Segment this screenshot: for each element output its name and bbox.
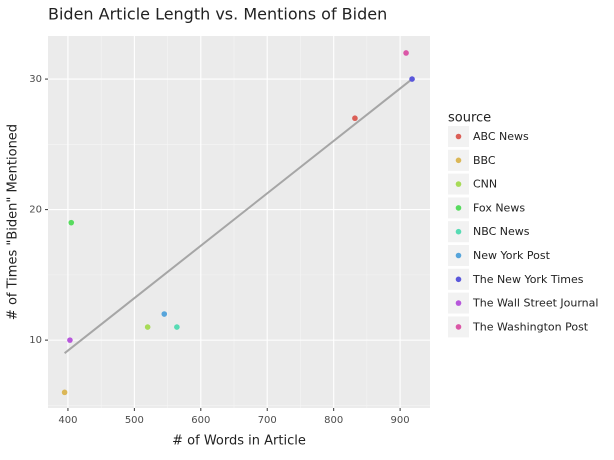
legend-marker — [455, 276, 462, 283]
x-tick-label: 400 — [58, 415, 77, 426]
legend-marker — [455, 252, 462, 259]
y-axis-label: # of Times "Biden" Mentioned — [6, 124, 21, 320]
x-tick-label: 700 — [258, 415, 277, 426]
legend-label: The Washington Post — [472, 320, 589, 333]
point — [352, 115, 358, 122]
legend-label: The Wall Street Journal — [472, 297, 598, 310]
legend-marker — [455, 324, 462, 330]
chart-title: Biden Article Length vs. Mentions of Bid… — [48, 5, 387, 24]
point — [68, 219, 75, 226]
y-tick-label: 30 — [29, 74, 42, 85]
x-tick-label: 500 — [125, 415, 144, 426]
x-tick-label: 900 — [391, 415, 410, 426]
x-tick-label: 800 — [324, 415, 343, 426]
y-tick-label: 10 — [29, 335, 42, 346]
point — [67, 337, 73, 343]
plot-background — [48, 36, 430, 408]
legend-label: NBC News — [473, 225, 530, 238]
trend-line — [63, 78, 413, 354]
legend-label: Fox News — [473, 201, 525, 214]
legend-label: BBC — [473, 154, 496, 167]
point — [409, 76, 415, 82]
legend-marker — [455, 133, 462, 140]
legend-label: CNN — [473, 178, 497, 191]
point — [161, 311, 168, 317]
point — [403, 50, 409, 56]
legend-label: ABC News — [473, 130, 529, 143]
legend-title: source — [448, 111, 491, 126]
legend-label: New York Post — [473, 249, 551, 262]
legend-marker — [455, 300, 462, 306]
y-tick-label: 20 — [29, 205, 42, 216]
x-axis-label: # of Words in Article — [172, 434, 306, 449]
x-tick-label: 600 — [191, 415, 210, 426]
legend-label: The New York Times — [472, 273, 584, 286]
legend-marker — [455, 157, 462, 164]
legend-marker — [455, 205, 462, 211]
legend-marker — [455, 181, 462, 187]
point — [174, 324, 180, 330]
legend-marker — [455, 228, 462, 235]
point — [61, 389, 68, 396]
point — [144, 324, 151, 330]
